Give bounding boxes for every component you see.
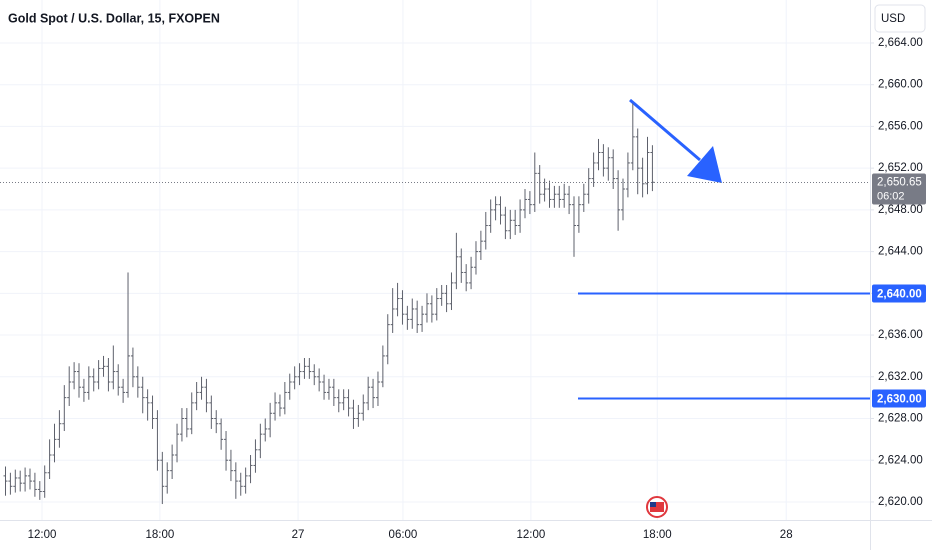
event-icon[interactable] xyxy=(646,496,668,518)
last-price-box xyxy=(872,173,926,205)
arrow-shaft xyxy=(629,98,701,162)
y-tick-label: 2,656.00 xyxy=(878,120,923,132)
grid xyxy=(0,0,870,520)
y-tick-label: 2,652.00 xyxy=(878,162,923,174)
last-price-label: 2,650.65 xyxy=(877,177,922,189)
y-tick-label: 2,624.00 xyxy=(878,454,923,466)
event-icon-flag xyxy=(650,502,664,512)
y-tick-label: 2,628.00 xyxy=(878,413,923,425)
event-icon-canton xyxy=(650,502,656,507)
currency-button[interactable] xyxy=(874,4,926,33)
x-tick-label: 28 xyxy=(780,529,793,541)
level-label-box xyxy=(872,284,926,303)
x-tick-label: 12:00 xyxy=(28,529,57,541)
chart-title: Gold Spot / U.S. Dollar, 15, FXOPEN xyxy=(8,11,220,25)
x-tick-label: 27 xyxy=(292,529,305,541)
x-tick-label: 18:00 xyxy=(145,529,174,541)
trend-arrow xyxy=(629,98,722,183)
y-tick-label: 2,632.00 xyxy=(878,371,923,383)
level-label-box xyxy=(872,389,926,408)
y-tick-label: 2,636.00 xyxy=(878,329,923,341)
y-tick-label: 2,664.00 xyxy=(878,37,923,49)
x-tick-label: 06:00 xyxy=(389,529,418,541)
y-tick-label: 2,620.00 xyxy=(878,496,923,508)
y-tick-label: 2,644.00 xyxy=(878,246,923,258)
arrow-head xyxy=(687,146,722,183)
x-tick-label: 18:00 xyxy=(643,529,672,541)
y-tick-label: 2,660.00 xyxy=(878,79,923,91)
currency-label: USD xyxy=(881,13,905,25)
level-label: 2,640.00 xyxy=(877,289,922,301)
countdown-label: 06:02 xyxy=(877,190,905,202)
level-label: 2,630.00 xyxy=(877,394,922,406)
y-tick-label: 2,648.00 xyxy=(878,204,923,216)
x-tick-label: 12:00 xyxy=(516,529,545,541)
